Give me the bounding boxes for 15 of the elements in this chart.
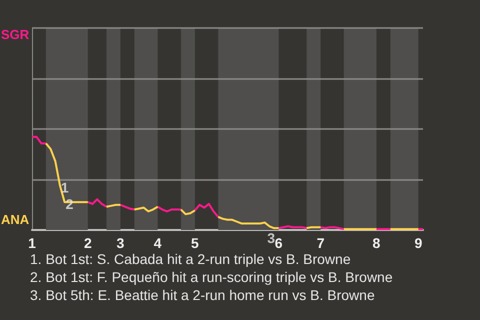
annotation: 1 [60, 179, 69, 196]
x-tick-label: 4 [154, 235, 162, 251]
text: ANA [1, 212, 30, 227]
text: SGR [1, 27, 30, 42]
x-tick-label: 7 [316, 235, 325, 251]
x-tick-label: 9 [414, 235, 422, 251]
text: 3. Bot 5th: E. Beattie hit a 2-run home run vs B. Browne [30, 287, 375, 303]
text: 1. Bot 1st: S. Cabada hit a 2-run triple vs B. Browne [30, 251, 351, 267]
x-tick-label: 2 [84, 235, 92, 251]
x-tick-label: 3 [116, 235, 125, 251]
x-tick-label: 5 [191, 235, 200, 251]
x-tick-label: 6 [274, 235, 283, 251]
x-tick-label: 8 [372, 235, 381, 251]
text: 2. Bot 1st: F. Pequeño hit a run-scoring triple vs B. Browne [30, 269, 393, 285]
x-tick-label: 1 [28, 235, 36, 251]
